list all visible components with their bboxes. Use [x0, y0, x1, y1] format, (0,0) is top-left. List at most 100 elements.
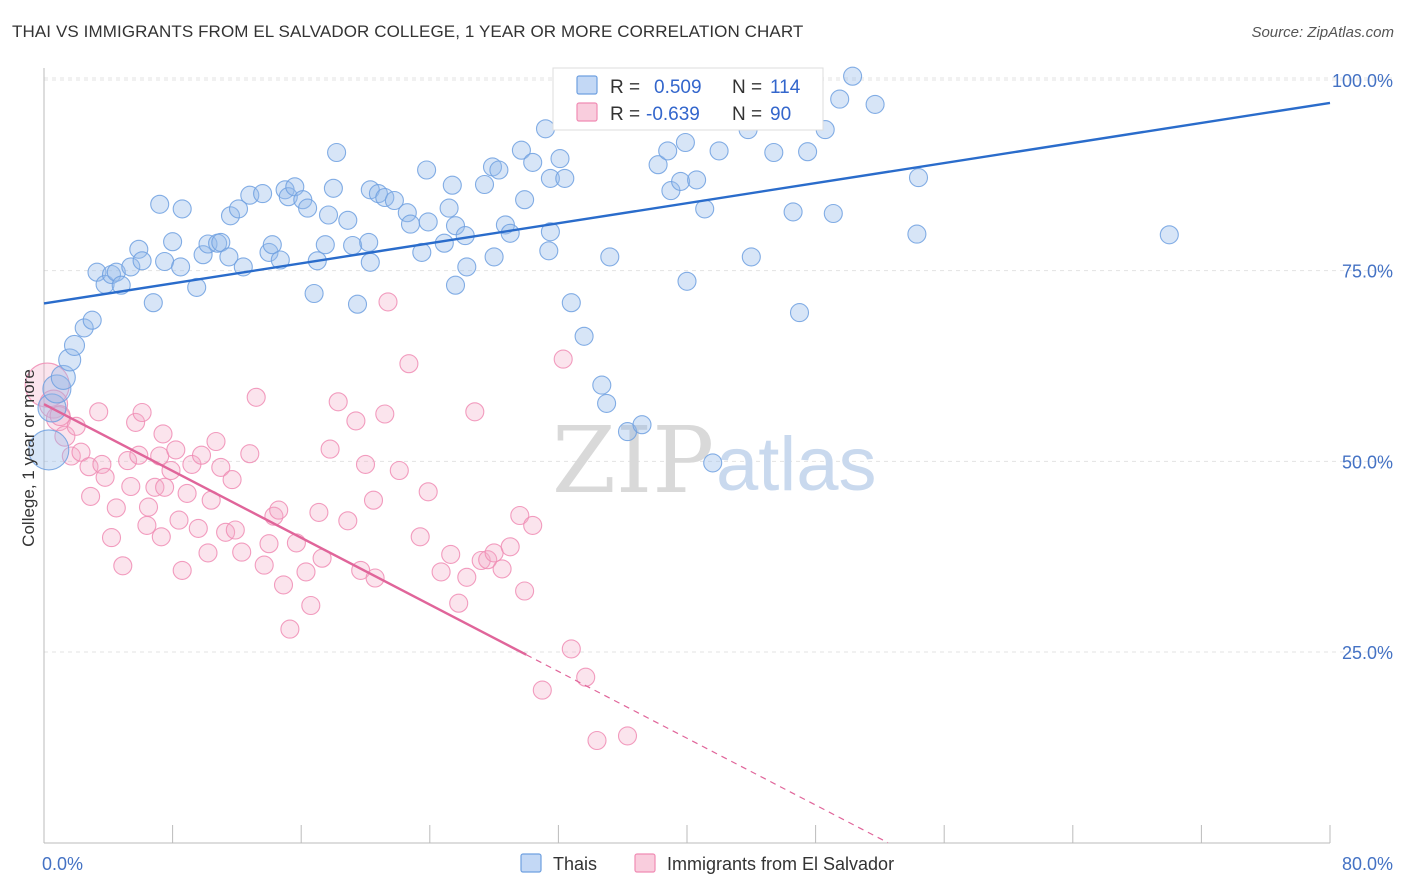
legend-n-value: 90	[770, 104, 791, 125]
source-credit: Source: ZipAtlas.com	[1251, 24, 1394, 41]
el-salvador-point	[484, 543, 504, 563]
el-salvador-point	[95, 467, 115, 487]
thais-point	[359, 232, 379, 252]
thais-point	[540, 222, 560, 242]
el-salvador-point	[399, 354, 419, 374]
el-salvador-point	[106, 498, 126, 518]
el-salvador-point	[137, 515, 157, 535]
el-salvador-point	[465, 402, 485, 422]
thais-point	[574, 326, 594, 346]
el-salvador-point	[561, 639, 581, 659]
y-axis-title: College, 1 year or more	[19, 369, 38, 547]
thais-point	[764, 142, 784, 163]
el-salvador-point	[145, 477, 165, 497]
el-salvador-point	[188, 518, 208, 538]
el-salvador-point	[457, 567, 477, 587]
thais-point	[442, 175, 462, 195]
el-salvador-point	[301, 595, 321, 616]
el-salvador-point	[346, 411, 366, 431]
el-salvador-point	[363, 490, 384, 510]
el-salvador-point	[510, 505, 530, 526]
thais-point	[865, 94, 885, 114]
thais-point	[830, 89, 850, 109]
thais-point	[323, 178, 343, 198]
thais-point	[677, 271, 697, 291]
chart-title: THAI VS IMMIGRANTS FROM EL SALVADOR COLL…	[12, 22, 804, 41]
x-tick-label-min: 0.0%	[42, 854, 83, 874]
el-salvador-point	[61, 446, 81, 466]
thais-point	[360, 252, 380, 272]
thais-point	[439, 198, 459, 218]
watermark-atlas: atlas	[716, 422, 877, 507]
el-salvador-point	[153, 424, 173, 444]
trend-lines	[43, 101, 1331, 844]
el-salvador-point	[515, 581, 535, 601]
thais-point	[121, 257, 141, 277]
watermark: ZIP atlas	[552, 407, 877, 514]
series-legend-label-thais: Thais	[553, 854, 597, 874]
thais-point	[515, 190, 535, 210]
legend-swatch-el-salvador	[576, 102, 598, 122]
thais-point	[907, 224, 927, 244]
thais-point	[445, 216, 466, 236]
y-tick-label: 25.0%	[1342, 643, 1393, 663]
el-salvador-point	[389, 460, 409, 481]
series-legend-swatch-el-salvador	[634, 853, 656, 873]
el-salvador-point	[328, 392, 348, 412]
thais-point	[555, 168, 575, 188]
thais-point	[703, 453, 723, 473]
thais-point	[600, 247, 620, 267]
el-salvador-point	[375, 404, 395, 424]
legend-r-value: 0.509	[654, 77, 702, 98]
el-salvador-point	[280, 619, 300, 639]
el-salvador-point	[166, 440, 186, 460]
thais-point	[262, 235, 282, 255]
thais-point	[843, 66, 863, 86]
series-legend: Thais Immigrants from El Salvador	[520, 853, 894, 874]
el-salvador-point	[177, 483, 197, 503]
thais-point	[400, 214, 421, 234]
thais-point	[908, 168, 929, 188]
series-legend-label-el-salvador: Immigrants from El Salvador	[667, 854, 894, 874]
thais-point	[798, 142, 818, 162]
legend-n-label: N =	[732, 77, 762, 98]
el-salvador-point	[222, 470, 242, 490]
thais-point	[561, 293, 581, 313]
thais-point	[304, 283, 324, 304]
el-salvador-point	[441, 544, 461, 564]
thais-point	[535, 119, 556, 139]
el-salvador-point	[296, 562, 316, 582]
el-salvador-point	[273, 575, 294, 595]
thais-point	[155, 251, 175, 272]
el-salvador-point	[338, 511, 358, 531]
thais-point	[278, 187, 298, 207]
thais-point	[253, 184, 273, 204]
thais-point	[143, 293, 163, 313]
thais-point	[550, 149, 570, 169]
thais-point	[597, 393, 617, 413]
thais-point	[675, 132, 695, 153]
el-salvador-point	[169, 510, 189, 530]
el-salvador-point	[523, 515, 543, 535]
el-salvador-point	[113, 556, 133, 576]
thais-point	[632, 415, 652, 435]
stats-legend-box	[552, 67, 824, 131]
thais-point	[789, 303, 810, 323]
thais-point	[523, 152, 543, 172]
thais-point	[150, 194, 170, 214]
legend-r-label: R =	[610, 104, 640, 125]
thais-point	[298, 198, 318, 218]
thais-point	[270, 250, 290, 270]
thais-point	[741, 247, 761, 267]
thais-point	[474, 174, 495, 195]
el-salvador-point	[225, 520, 245, 540]
thais-point	[58, 348, 82, 372]
tick-labels: 25.0% 50.0% 75.0% 100.0% 0.0% 80.0%	[42, 71, 1393, 874]
thais-point	[418, 212, 438, 232]
el-salvador-point	[587, 730, 607, 751]
el-salvador-point	[240, 444, 260, 464]
thais-point	[445, 275, 466, 295]
el-salvador-point	[151, 527, 171, 547]
el-salvador-point	[355, 454, 376, 474]
thais-point	[101, 264, 122, 285]
